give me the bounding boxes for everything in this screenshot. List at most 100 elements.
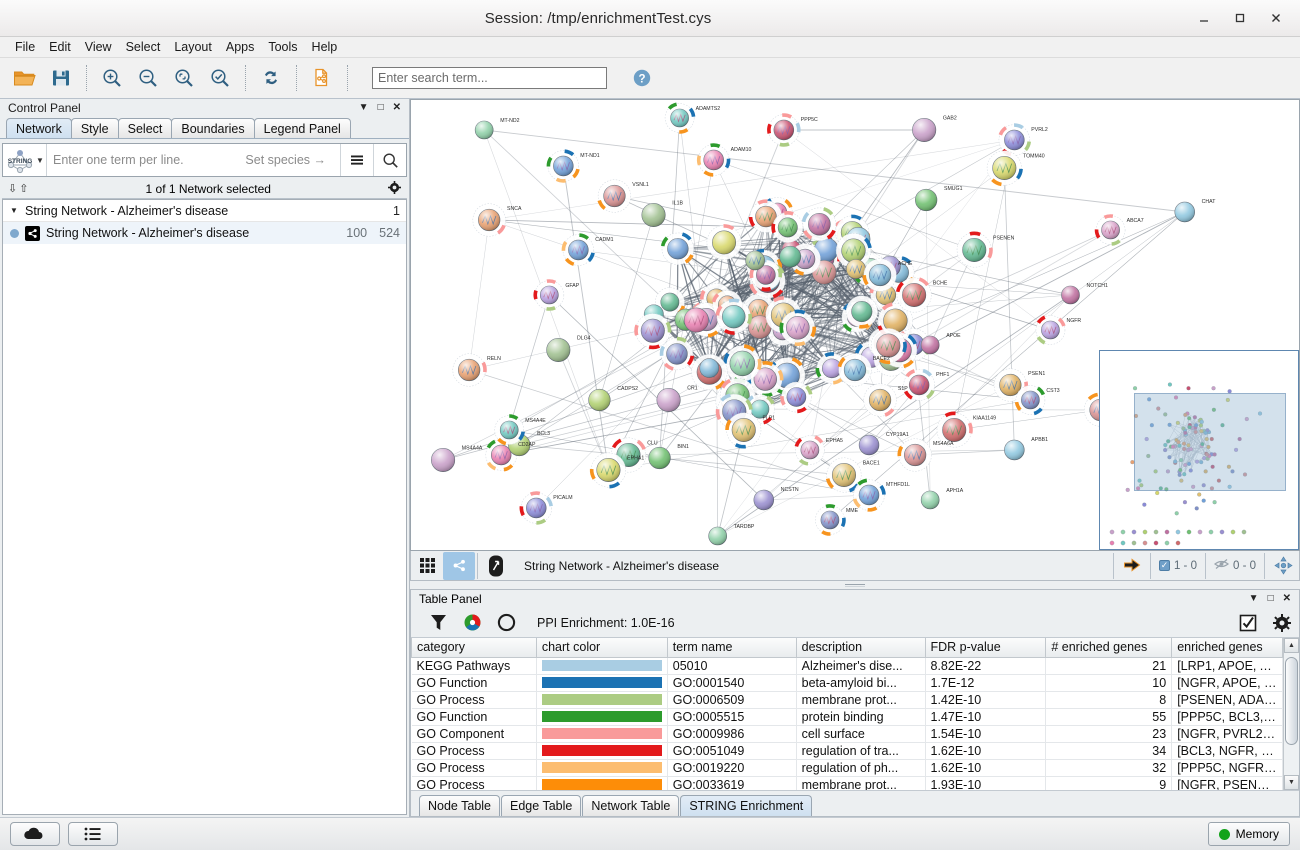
network-node[interactable] <box>858 434 880 456</box>
column-header-enriched-genes[interactable]: enriched genes <box>1171 638 1283 658</box>
network-node[interactable] <box>472 203 506 237</box>
menu-file[interactable]: File <box>15 40 36 54</box>
task-list-icon[interactable] <box>68 822 118 846</box>
network-node[interactable] <box>920 490 940 510</box>
network-node[interactable] <box>801 207 837 241</box>
network-node[interactable] <box>780 381 813 414</box>
zoom-in-icon[interactable] <box>95 62 129 94</box>
network-node[interactable] <box>753 489 775 511</box>
network-node[interactable] <box>431 447 456 472</box>
gear-icon[interactable] <box>1271 611 1293 635</box>
help-icon[interactable]: ? <box>625 62 659 94</box>
network-node[interactable] <box>779 309 817 347</box>
collapse-all-icon[interactable]: ⇩ <box>8 183 18 195</box>
network-node[interactable] <box>779 245 802 268</box>
network-node[interactable] <box>895 277 932 313</box>
network-tree-item[interactable]: String Network - Alzheimer's disease 100… <box>3 222 406 244</box>
network-node[interactable] <box>715 298 752 335</box>
network-node[interactable] <box>1004 439 1025 461</box>
network-node[interactable] <box>986 150 1023 187</box>
network-node[interactable] <box>747 315 772 339</box>
zoom-selected-icon[interactable] <box>203 62 237 94</box>
network-node[interactable] <box>494 414 525 446</box>
network-node[interactable] <box>597 179 632 213</box>
menu-view[interactable]: View <box>84 40 112 54</box>
network-node[interactable] <box>634 313 672 350</box>
network-node[interactable] <box>546 149 580 183</box>
network-node[interactable] <box>533 279 565 311</box>
network-node[interactable] <box>664 102 696 134</box>
hamburger-icon[interactable] <box>340 144 373 176</box>
search-icon[interactable] <box>373 144 406 176</box>
table-panel-dropdown-icon[interactable]: ▼ <box>1248 593 1259 604</box>
menu-apps[interactable]: Apps <box>225 40 255 54</box>
zoom-out-icon[interactable] <box>131 62 165 94</box>
network-node[interactable] <box>825 457 862 493</box>
string-logo-dropdown[interactable]: STRING ▼ <box>3 144 47 176</box>
table-row[interactable]: KEGG Pathways 05010 Alzheimer's dise... 8.8… <box>411 657 1283 675</box>
column-header-chart-color[interactable]: chart color <box>535 638 668 658</box>
table-row[interactable]: GO Process GO:0051049 regulation of tra...… <box>411 742 1283 760</box>
menu-tools[interactable]: Tools <box>268 40 298 54</box>
control-panel-float-icon[interactable]: □ <box>377 102 384 113</box>
network-node[interactable] <box>474 120 494 140</box>
enrichment-table[interactable]: category chart color term name descripti… <box>411 638 1283 790</box>
tab-boundaries[interactable]: Boundaries <box>171 118 255 138</box>
network-node[interactable] <box>1035 315 1066 345</box>
network-node[interactable] <box>561 233 595 266</box>
network-node[interactable] <box>589 452 626 489</box>
share-export-icon[interactable] <box>1116 552 1148 580</box>
network-tree-root[interactable]: ▼ String Network - Alzheimer's disease 1 <box>3 200 406 222</box>
network-node[interactable] <box>863 383 897 417</box>
network-node[interactable] <box>862 258 897 292</box>
control-panel-dropdown-icon[interactable]: ▼ <box>358 102 369 113</box>
network-node[interactable] <box>699 358 720 378</box>
network-node[interactable] <box>745 250 765 271</box>
tab-select[interactable]: Select <box>117 118 173 138</box>
network-node[interactable] <box>1061 285 1080 305</box>
network-node[interactable] <box>452 353 487 387</box>
search-input[interactable] <box>372 67 607 89</box>
string-term-input[interactable] <box>47 144 246 176</box>
network-node[interactable] <box>1014 385 1046 416</box>
column-header-term-name[interactable]: term name <box>666 638 797 658</box>
network-node[interactable] <box>519 491 553 525</box>
scrollbar-thumb[interactable] <box>1285 657 1298 745</box>
column-header-category[interactable]: category <box>411 638 537 658</box>
network-node[interactable] <box>897 438 932 472</box>
table-row[interactable]: GO Process GO:0033619 membrane prot... 1.93… <box>411 776 1283 790</box>
network-node[interactable] <box>915 188 938 212</box>
network-node[interactable] <box>588 388 611 412</box>
pie-chart-icon[interactable] <box>461 611 483 635</box>
column-header-description[interactable]: description <box>795 638 926 658</box>
network-node[interactable] <box>794 435 825 466</box>
birds-eye-view[interactable] <box>1099 350 1299 550</box>
annotation-icon[interactable] <box>480 552 512 580</box>
select-all-checkbox-icon[interactable] <box>1237 611 1259 635</box>
network-node[interactable] <box>725 412 762 449</box>
table-row[interactable]: GO Function GO:0001540 beta-amyloid bi... 1… <box>411 674 1283 692</box>
table-row[interactable]: GO Process GO:0019220 regulation of ph... 1… <box>411 759 1283 777</box>
network-node[interactable] <box>656 387 681 412</box>
enrichment-table-scroll[interactable]: category chart color term name descripti… <box>411 638 1283 790</box>
network-node[interactable] <box>696 143 731 177</box>
network-node[interactable] <box>655 287 686 317</box>
close-button[interactable] <box>1268 10 1284 26</box>
chevron-down-icon[interactable]: ▼ <box>10 206 18 215</box>
panel-splitter[interactable] <box>410 581 1300 589</box>
network-node[interactable] <box>1174 201 1195 223</box>
filter-icon[interactable] <box>427 611 449 635</box>
network-node[interactable] <box>723 344 762 383</box>
set-species-label[interactable]: Set species → <box>245 153 326 167</box>
network-node[interactable] <box>870 328 907 365</box>
table-panel-close-icon[interactable]: ✕ <box>1282 593 1291 604</box>
network-node[interactable] <box>852 478 886 512</box>
network-node[interactable] <box>708 526 728 546</box>
network-node[interactable] <box>1094 214 1126 246</box>
network-node[interactable] <box>845 295 878 329</box>
string-style-icon[interactable] <box>443 551 475 580</box>
network-node[interactable] <box>660 232 695 265</box>
network-node[interactable] <box>789 243 821 276</box>
network-node[interactable] <box>936 411 973 448</box>
tab-network-table[interactable]: Network Table <box>582 795 680 816</box>
